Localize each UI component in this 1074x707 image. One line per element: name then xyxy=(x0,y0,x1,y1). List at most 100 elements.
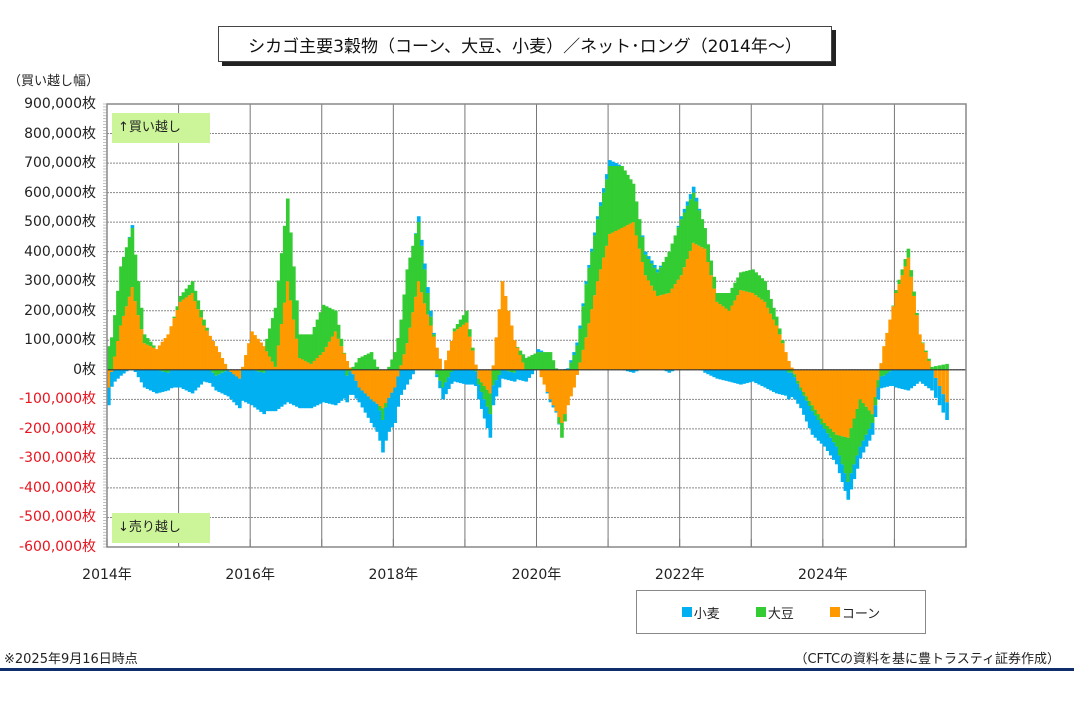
bar-wheat xyxy=(930,369,934,391)
bar-corn xyxy=(598,269,603,370)
bar-corn xyxy=(739,290,743,370)
bar-wheat xyxy=(351,374,356,395)
bar-corn xyxy=(918,334,922,370)
bar-soybean xyxy=(709,260,714,276)
bar-soybean xyxy=(807,400,812,406)
bar-corn xyxy=(897,284,902,370)
bar-wheat xyxy=(718,369,723,380)
bar-corn xyxy=(653,290,657,370)
bar-corn xyxy=(494,337,499,370)
bar-soybean xyxy=(840,436,845,465)
bar-wheat xyxy=(142,369,147,388)
bar-wheat xyxy=(244,369,248,403)
bar-corn xyxy=(438,358,442,370)
y-tick-label: 800,000枚 xyxy=(24,125,96,142)
legend-swatch-soybean xyxy=(755,607,766,617)
legend-item-corn: コーン xyxy=(829,603,880,622)
series-areas xyxy=(107,160,949,500)
bar-corn xyxy=(366,369,371,397)
bar-wheat xyxy=(849,473,854,490)
bar-soybean xyxy=(363,355,368,370)
bar-soybean xyxy=(542,352,547,370)
bar-soybean xyxy=(620,166,624,229)
bar-corn xyxy=(300,359,305,370)
bar-soybean xyxy=(894,290,899,294)
y-tick-label: 500,000枚 xyxy=(24,214,96,231)
bar-corn xyxy=(736,295,740,370)
bar-corn xyxy=(181,299,186,370)
bar-wheat xyxy=(864,434,869,447)
bar-wheat xyxy=(467,369,472,385)
bar-wheat xyxy=(181,369,186,389)
bar-soybean xyxy=(142,334,147,344)
bar-wheat xyxy=(402,369,407,390)
bar-corn xyxy=(915,315,919,370)
bar-corn xyxy=(894,293,899,370)
bar-wheat xyxy=(474,371,478,387)
bar-wheat xyxy=(136,369,141,378)
bar-soybean xyxy=(354,362,359,370)
bar-corn xyxy=(748,292,752,370)
bar-wheat xyxy=(595,216,600,220)
bar-corn xyxy=(605,245,609,370)
bar-corn xyxy=(882,346,886,370)
bar-corn xyxy=(202,325,206,370)
bar-corn xyxy=(119,325,123,370)
bar-corn xyxy=(587,323,591,370)
bar-soybean xyxy=(438,369,442,381)
bar-soybean xyxy=(256,369,260,372)
bar-wheat xyxy=(724,369,729,381)
bar-corn xyxy=(193,301,198,370)
bar-soybean xyxy=(494,369,499,381)
bar-corn xyxy=(640,262,645,370)
bar-soybean xyxy=(611,166,615,233)
x-tick-label: 2014年 xyxy=(82,567,132,583)
bar-soybean xyxy=(515,346,520,348)
bar-wheat xyxy=(757,369,761,385)
bar-soybean xyxy=(763,281,768,302)
bar-wheat xyxy=(399,369,404,395)
bar-wheat xyxy=(110,372,114,387)
bar-soybean xyxy=(835,434,839,447)
bar-wheat xyxy=(124,369,129,372)
bar-wheat xyxy=(825,433,830,452)
bar-corn xyxy=(595,281,600,370)
footnote-date: ※2025年9月16日時点 xyxy=(4,652,138,667)
bar-soybean xyxy=(408,257,413,328)
bar-corn xyxy=(709,275,714,370)
bar-wheat xyxy=(536,349,541,353)
bar-corn xyxy=(199,317,203,370)
bar-soybean xyxy=(825,425,830,434)
bar-wheat xyxy=(348,371,353,395)
bar-soybean xyxy=(119,266,123,326)
bar-soybean xyxy=(673,235,678,285)
bar-wheat xyxy=(870,422,875,435)
bar-corn xyxy=(396,369,401,377)
bar-wheat xyxy=(285,369,290,403)
bar-wheat xyxy=(739,369,743,385)
bar-corn xyxy=(620,228,624,370)
bar-wheat xyxy=(193,369,198,391)
bar-corn xyxy=(617,229,621,370)
bar-wheat xyxy=(810,411,815,435)
bar-corn xyxy=(796,369,800,381)
bar-corn xyxy=(235,369,239,377)
bar-soybean xyxy=(941,364,946,370)
bar-corn xyxy=(196,309,201,370)
bar-soybean xyxy=(628,179,633,224)
bar-corn xyxy=(643,275,648,370)
bar-corn xyxy=(351,369,356,375)
bar-soybean xyxy=(178,295,183,302)
bar-corn xyxy=(363,369,368,394)
plot-frame xyxy=(103,103,967,548)
x-tick-label: 2016年 xyxy=(225,567,275,583)
bar-wheat xyxy=(384,407,388,441)
bar-corn xyxy=(661,294,666,370)
bar-wheat xyxy=(578,325,583,329)
bar-wheat xyxy=(187,369,192,392)
bar-soybean xyxy=(530,355,535,370)
bar-wheat xyxy=(372,401,377,428)
bar-wheat xyxy=(703,369,707,373)
bar-corn xyxy=(703,248,707,370)
bar-wheat xyxy=(241,369,245,401)
